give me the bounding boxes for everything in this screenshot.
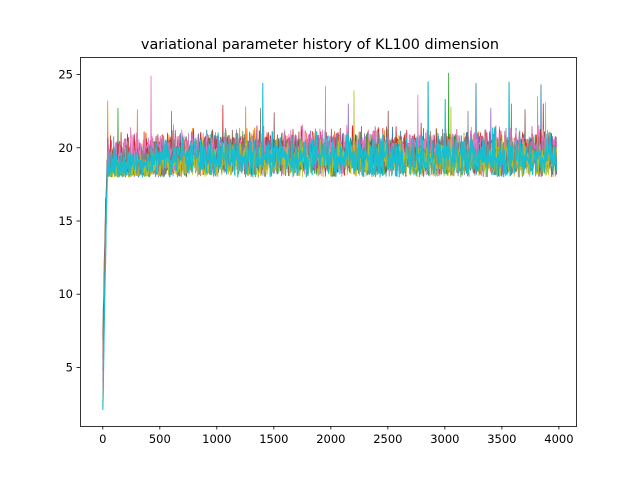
y-tick-label-15: 15	[58, 214, 73, 228]
x-tick-label-3000: 3000	[430, 432, 459, 446]
x-tick-label-0: 0	[99, 432, 106, 446]
series-line-10	[102, 81, 558, 410]
axes-frame	[80, 57, 577, 427]
x-tick-label-4000: 4000	[544, 432, 573, 446]
y-tick-label-25: 25	[58, 68, 73, 82]
y-tick-label-10: 10	[58, 287, 73, 301]
y-tick-label-20: 20	[58, 141, 73, 155]
x-tick-label-2500: 2500	[373, 432, 402, 446]
x-tick-label-3500: 3500	[487, 432, 516, 446]
x-tick-label-1500: 1500	[259, 432, 288, 446]
x-axis: 0 500 1000 1500 2000 2500 3000 3500 4000	[99, 426, 574, 446]
series-layer	[102, 72, 558, 410]
x-tick-label-1000: 1000	[202, 432, 231, 446]
chart-title: variational parameter history of KL100 d…	[141, 37, 499, 53]
y-tick-label-5: 5	[66, 360, 73, 374]
x-tick-label-2000: 2000	[316, 432, 345, 446]
y-axis: 5 10 15 20 25	[58, 68, 80, 374]
x-tick-label-500: 500	[149, 432, 171, 446]
